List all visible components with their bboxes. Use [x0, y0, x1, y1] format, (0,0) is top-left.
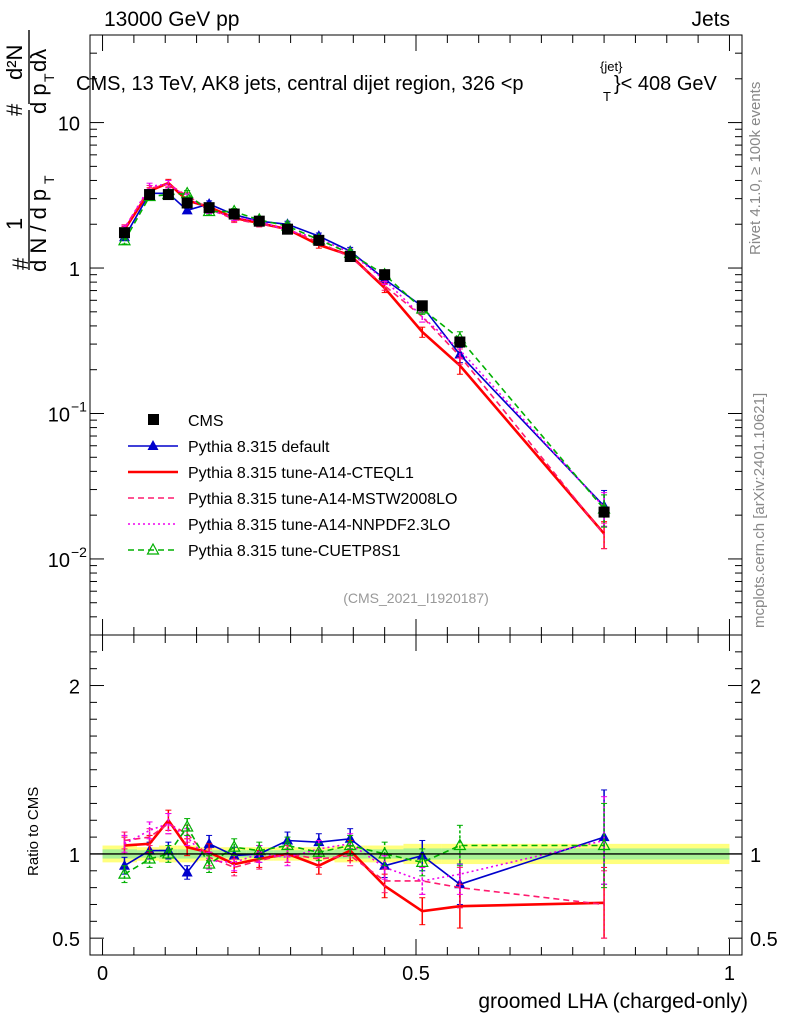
ratio-y-tick-label: 1	[69, 845, 80, 867]
ylabel-denominator-1: d N / d p	[26, 189, 51, 272]
data-layer	[118, 189, 610, 518]
ratio-series-marker	[161, 846, 175, 859]
plot-title: CMS, 13 TeV, AK8 jets, central dijet reg…	[76, 73, 524, 95]
main-series-marker	[117, 233, 131, 246]
ratio-series-marker	[181, 866, 193, 877]
legend-marker-4	[146, 542, 160, 555]
data-point	[379, 269, 391, 281]
ylabel-hash-2: #	[2, 103, 27, 116]
main-series-line	[123, 192, 605, 507]
header-left: 13000 GeV pp	[104, 8, 239, 31]
series-4	[117, 186, 611, 889]
ratio-series-marker	[343, 838, 357, 851]
ratio-series-marker	[453, 838, 467, 851]
ratio-series-marker	[203, 837, 215, 848]
data-point	[313, 234, 325, 246]
data-point	[344, 251, 356, 263]
main-y-tick-label: 1	[69, 259, 80, 281]
ratio-series-marker	[143, 851, 157, 864]
ratio-series-marker	[118, 859, 130, 870]
x-tick-label: 0	[97, 963, 108, 985]
legend-label-3: Pythia 8.315 tune-A14-NNPDF2.3LO	[188, 517, 450, 534]
data-point	[144, 189, 156, 201]
ratio-y-tick-label-right: 1	[750, 845, 761, 867]
data-point	[162, 189, 174, 201]
legend-marker-0	[147, 440, 159, 450]
main-series-marker	[181, 204, 193, 215]
ylabel-numerator: d²N	[2, 45, 27, 80]
ratio-series-marker	[378, 846, 392, 859]
ratio-series-marker	[280, 838, 294, 851]
x-axis-label: groomed LHA (charged-only)	[478, 990, 748, 1013]
mcplots-label: mcplots.cern.ch [arXiv:2401.10621]	[751, 393, 768, 628]
data-point	[598, 506, 610, 518]
data-point	[181, 197, 193, 209]
series-3	[121, 179, 608, 895]
ratio-y-tick-label-right: 0.5	[750, 929, 778, 951]
ratio-y-tick-label: 2	[69, 677, 80, 699]
ylabel-one: 1	[2, 218, 27, 230]
data-point	[228, 208, 240, 220]
ratio-series-marker	[227, 839, 241, 852]
ratio-series-line	[124, 825, 605, 875]
data-point	[281, 223, 293, 235]
title-pt-subscript: T	[603, 89, 611, 104]
legend-label-2: Pythia 8.315 tune-A14-MSTW2008LO	[188, 491, 457, 508]
ylabel-sub-T-2: T	[41, 73, 57, 82]
title-pt-superscript: {jet}	[600, 59, 623, 74]
main-y-tick-exponent: −1	[71, 398, 87, 414]
legend: CMS Pythia 8.315 default Pythia 8.315 tune…	[128, 413, 457, 560]
title-tail: }< 408 GeV	[614, 73, 718, 95]
data-point	[454, 336, 466, 348]
ratio-ylabel: Ratio to CMS	[25, 787, 42, 876]
ratio-y-tick-label: 0.5	[52, 929, 80, 951]
data-point	[253, 215, 265, 227]
data-point	[203, 202, 215, 214]
main-y-tick-exponent: −2	[71, 544, 87, 560]
ratio-series-marker	[312, 845, 326, 857]
legend-label-4: Pythia 8.315 tune-CUETP8S1	[188, 543, 401, 560]
x-tick-label: 0.5	[402, 963, 430, 985]
ratio-y-tick-label-right: 2	[750, 677, 761, 699]
axis-ticks	[90, 34, 742, 955]
analysis-watermark: (CMS_2021_I1920187)	[343, 590, 489, 606]
rivet-label: Rivet 4.1.0, ≥ 100k events	[747, 82, 764, 255]
ratio-series-marker	[597, 838, 611, 851]
legend-marker-data	[148, 414, 159, 425]
ylabel-dlambda: dλ	[26, 49, 51, 72]
ylabel-denominator-2: d p	[26, 83, 51, 114]
main-ylabel: # 1 d N / d p T # d²N d p T dλ	[2, 30, 57, 272]
legend-label-1: Pythia 8.315 tune-A14-CTEQL1	[188, 465, 414, 482]
data-point	[416, 300, 428, 312]
ylabel-sub-T-1: T	[41, 175, 57, 184]
main-series-line	[123, 192, 605, 510]
header-right: Jets	[691, 8, 730, 31]
main-series-line	[123, 183, 605, 508]
ratio-series-marker	[415, 855, 429, 867]
ratio-series-marker	[117, 866, 131, 879]
main-series-line	[123, 183, 605, 536]
legend-label-0: Pythia 8.315 default	[188, 439, 330, 456]
main-y-tick-label: 10	[48, 404, 70, 426]
data-point	[118, 227, 130, 239]
ylabel-hash-1: #	[8, 257, 33, 270]
main-y-tick-label: 10	[48, 550, 70, 572]
main-y-tick-label: 10	[58, 114, 80, 136]
x-tick-label: 1	[724, 963, 735, 985]
ratio-series-marker	[180, 819, 194, 832]
ratio-series-marker	[202, 856, 216, 869]
legend-label-data: CMS	[188, 413, 224, 430]
